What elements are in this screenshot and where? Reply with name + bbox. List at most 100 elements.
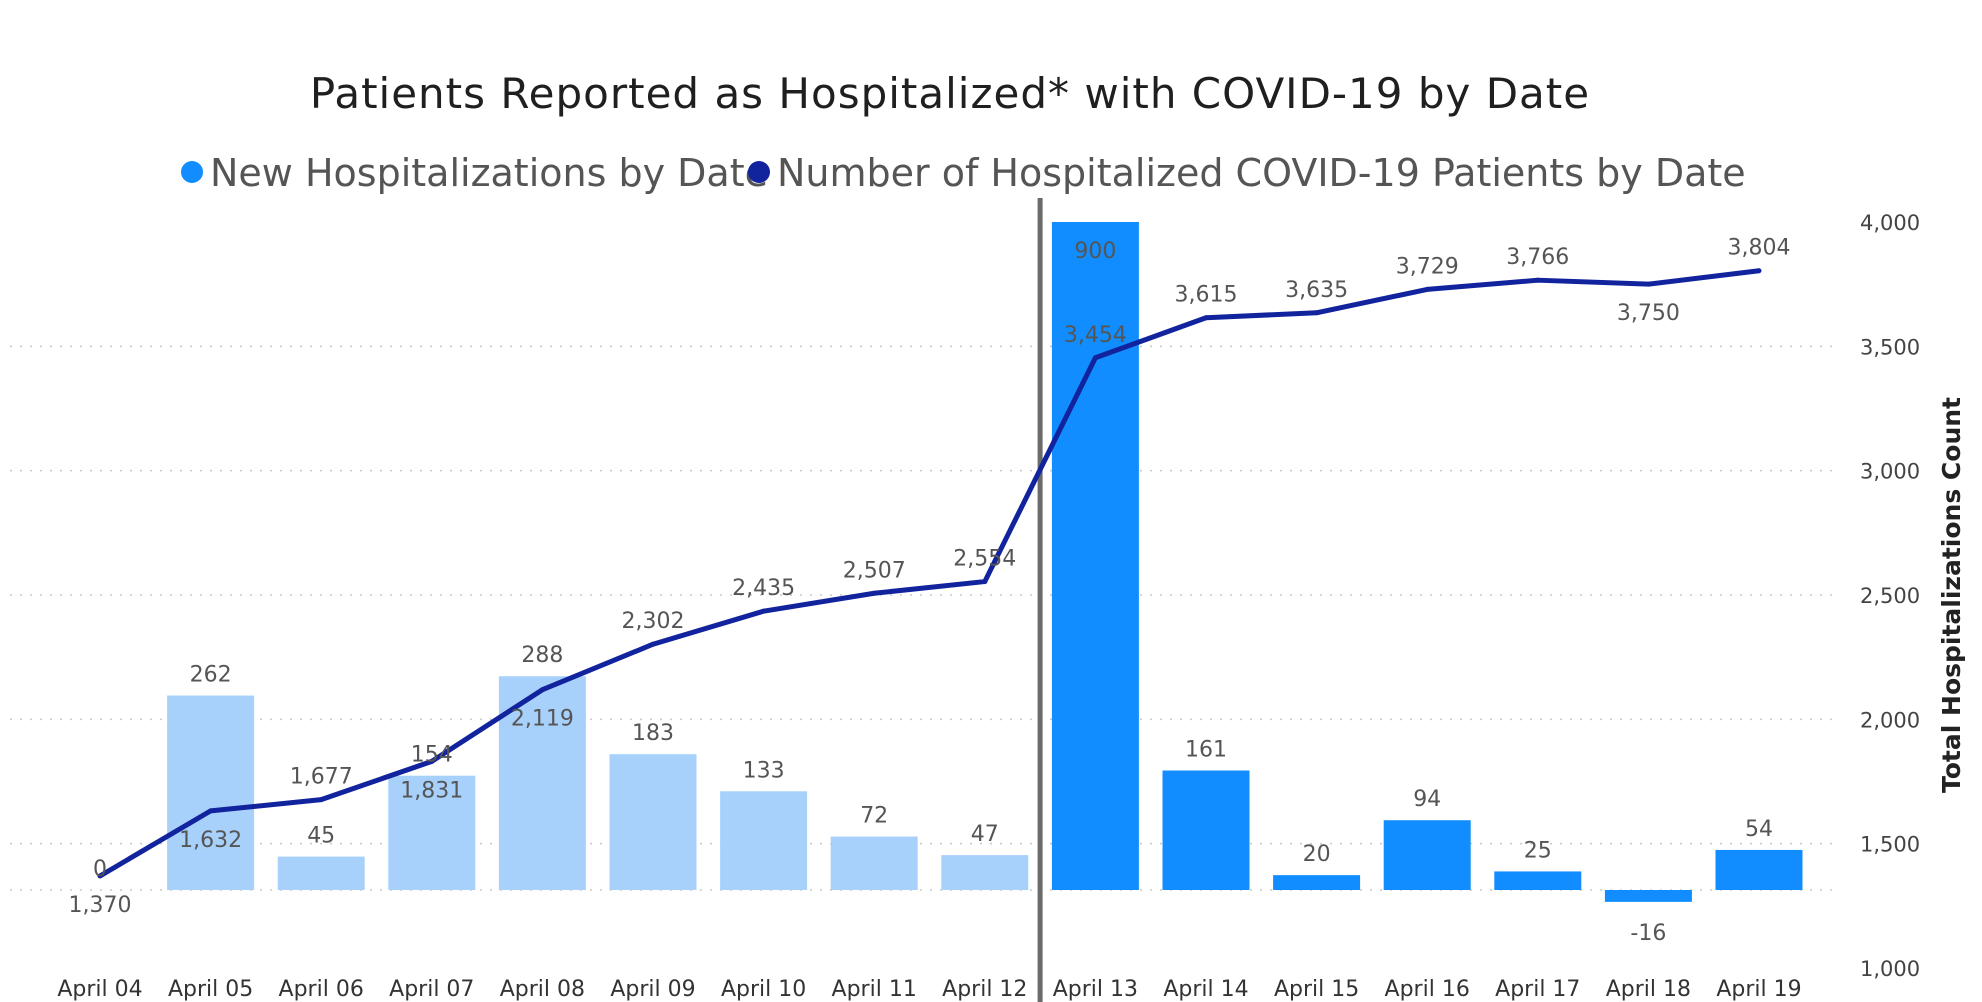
- line-data-label: 3,635: [1285, 278, 1348, 303]
- bar-data-label: 900: [1074, 239, 1116, 264]
- bar-data-label: 288: [521, 643, 563, 668]
- line-point: [1645, 281, 1651, 287]
- line-point: [1756, 268, 1762, 274]
- bar: [388, 775, 476, 890]
- x-tick-label: April 08: [500, 977, 585, 1002]
- bar: [1383, 820, 1471, 890]
- y-tick-label: 1,000: [1860, 957, 1920, 981]
- line-data-label: 2,302: [622, 609, 685, 634]
- line-data-label: 3,454: [1064, 323, 1127, 348]
- x-axis: April 04 April 05 April 06 April 07 April 08…: [57, 977, 1801, 1002]
- line-data-label: 3,729: [1396, 254, 1459, 279]
- bar: [830, 836, 918, 890]
- x-tick-label: April 04: [57, 977, 142, 1002]
- line-point: [650, 641, 656, 647]
- line-data-label: 3,750: [1617, 301, 1680, 326]
- bar-data-label: 161: [1185, 738, 1227, 763]
- bar: [720, 791, 808, 890]
- bar-data-label: 20: [1303, 842, 1331, 867]
- bar: [1051, 222, 1139, 890]
- line-data-label: 3,615: [1175, 283, 1238, 308]
- gridlines: [10, 345, 1840, 891]
- x-tick-label: April 17: [1495, 977, 1580, 1002]
- bar-data-label: 262: [190, 663, 232, 688]
- line-data-label: 1,677: [290, 765, 353, 790]
- legend-label-hospitalized-patients: Number of Hospitalized COVID-19 Patients…: [777, 151, 1746, 195]
- x-tick-label: April 18: [1606, 977, 1691, 1002]
- bar: [1273, 875, 1361, 890]
- x-tick-label: April 19: [1716, 977, 1801, 1002]
- legend: New Hospitalizations by Date Number of H…: [181, 151, 1746, 195]
- line-path: [98, 268, 1760, 879]
- bar: [1162, 770, 1250, 890]
- bar: [941, 855, 1029, 890]
- x-tick-label: April 07: [389, 977, 474, 1002]
- bar: [1494, 871, 1582, 890]
- line-data-label: 1,370: [69, 893, 132, 918]
- bar-data-label: 183: [632, 721, 674, 746]
- bar: [167, 695, 255, 890]
- line-point: [871, 590, 877, 596]
- bar-data-label: 25: [1524, 838, 1552, 863]
- right-y-axis: 1,000 1,500 2,000 2,500 3,000 3,500 4,000: [1860, 211, 1920, 981]
- bar-data-label: 94: [1413, 787, 1441, 812]
- y-tick-label: 4,000: [1860, 211, 1920, 235]
- line-data-label: 3,766: [1506, 245, 1569, 270]
- line-data-label: 2,554: [953, 547, 1016, 572]
- legend-label-new-hospitalizations: New Hospitalizations by Date: [210, 151, 768, 195]
- x-tick-label: April 15: [1274, 977, 1359, 1002]
- bar-data-labels: 0 262 45 154 288 183 133 72 47 900 161 20 94 25 -16 54: [93, 239, 1773, 946]
- y-tick-label: 2,500: [1860, 584, 1920, 608]
- line-point: [1203, 315, 1209, 321]
- line-point: [1424, 286, 1430, 292]
- line-data-label: 2,119: [511, 707, 574, 732]
- bar: [1604, 890, 1692, 902]
- bar-data-label: 45: [307, 824, 335, 849]
- line-data-labels: 1,370 1,632 1,677 1,831 2,119 2,302 2,435 2,507…: [69, 236, 1791, 918]
- line-data-label: 2,507: [843, 558, 906, 583]
- x-tick-label: April 11: [832, 977, 917, 1002]
- line-data-label: 1,632: [179, 828, 242, 853]
- y-tick-label: 3,000: [1860, 460, 1920, 484]
- bar-data-label: 0: [93, 857, 107, 882]
- x-tick-label: April 05: [168, 977, 253, 1002]
- bar-data-label: 54: [1745, 817, 1773, 842]
- x-tick-label: April 06: [279, 977, 364, 1002]
- line-point: [208, 808, 214, 814]
- line-point: [761, 608, 767, 614]
- x-tick-label: April 13: [1053, 977, 1138, 1002]
- line-point: [1535, 277, 1541, 283]
- x-tick-label: April 12: [942, 977, 1027, 1002]
- line-point: [539, 687, 545, 693]
- x-tick-label: April 09: [610, 977, 695, 1002]
- bars: [167, 222, 1803, 902]
- bar: [1715, 849, 1803, 890]
- line-data-label: 1,831: [400, 778, 463, 803]
- bar-data-label: -16: [1630, 921, 1666, 946]
- line-point: [318, 797, 324, 803]
- legend-marker-hospitalized-patients: [748, 161, 770, 183]
- line-data-label: 3,804: [1728, 236, 1791, 261]
- y-tick-label: 2,000: [1860, 708, 1920, 732]
- chart-title: Patients Reported as Hospitalized* with …: [310, 69, 1590, 118]
- bar-data-label: 154: [411, 743, 453, 768]
- line-point: [1092, 355, 1098, 361]
- line-point: [982, 579, 988, 585]
- y-tick-label: 3,500: [1860, 335, 1920, 359]
- line-point: [97, 873, 103, 879]
- legend-marker-new-hospitalizations: [181, 161, 203, 183]
- bar: [498, 676, 586, 890]
- x-tick-label: April 16: [1385, 977, 1470, 1002]
- bar-data-label: 133: [743, 758, 785, 783]
- bar-data-label: 47: [971, 822, 999, 847]
- line-data-label: 2,435: [732, 576, 795, 601]
- line-series: [97, 268, 1762, 879]
- y-tick-label: 1,500: [1860, 833, 1920, 857]
- line-point: [429, 758, 435, 764]
- x-tick-label: April 10: [721, 977, 806, 1002]
- x-tick-label: April 14: [1163, 977, 1248, 1002]
- bar-data-label: 72: [860, 804, 888, 829]
- line-point: [1314, 310, 1320, 316]
- bar: [277, 856, 365, 890]
